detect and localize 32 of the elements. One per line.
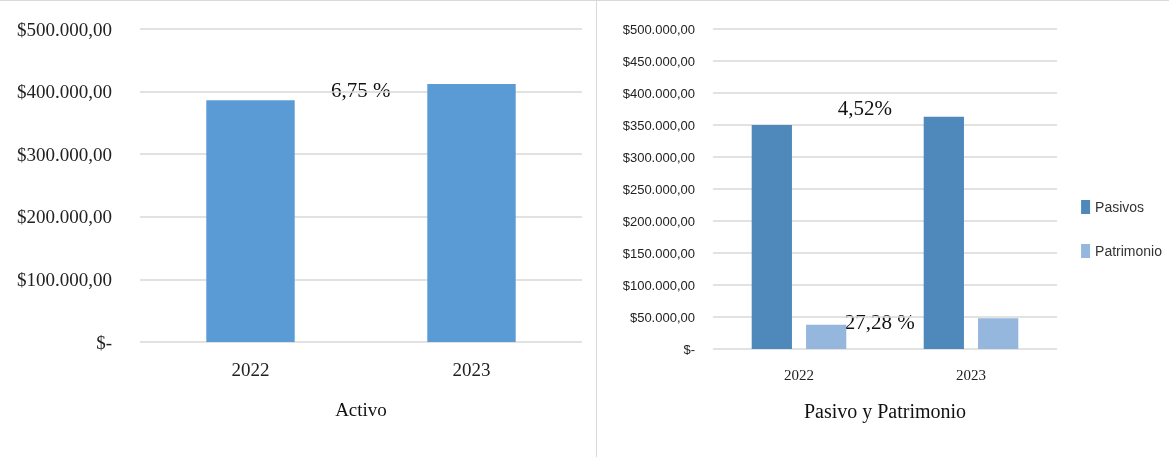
y-tick-label: $100.000,00 xyxy=(17,268,112,290)
y-tick-label: $- xyxy=(96,331,112,353)
legend-label: Patrimonio xyxy=(1095,243,1163,259)
x-tick-label: 2023 xyxy=(956,366,986,383)
bar xyxy=(923,116,964,349)
x-tick-label: 2023 xyxy=(452,359,491,380)
annotation: 4,52% xyxy=(837,95,893,120)
y-tick-label: $200.000,00 xyxy=(17,206,112,228)
y-tick-label: $500.000,00 xyxy=(622,21,695,37)
y-tick-label: $200.000,00 xyxy=(622,213,695,229)
y-tick-label: $400.000,00 xyxy=(622,85,695,101)
y-tick-label: $100.000,00 xyxy=(622,277,695,293)
x-axis-title: Activo xyxy=(335,399,387,420)
y-tick-label: $300.000,00 xyxy=(17,143,112,165)
annotation: 27,28 % xyxy=(844,309,915,334)
y-tick-label: $- xyxy=(683,341,695,357)
y-tick-label: $450.000,00 xyxy=(622,53,695,69)
bar xyxy=(751,125,792,349)
bar xyxy=(978,318,1019,349)
y-tick-label: $300.000,00 xyxy=(622,149,695,165)
y-tick-label: $250.000,00 xyxy=(622,181,695,197)
y-tick-label: $350.000,00 xyxy=(622,117,695,133)
y-tick-label: $500.000,00 xyxy=(17,18,112,40)
annotation: 6,75 % xyxy=(331,78,391,103)
x-tick-label: 2022 xyxy=(231,359,270,380)
x-axis-title: Pasivo y Patrimonio xyxy=(803,400,967,423)
y-tick-label: $50.000,00 xyxy=(629,309,695,325)
x-tick-label: 2022 xyxy=(784,366,814,383)
bar xyxy=(806,324,847,349)
y-tick-label: $150.000,00 xyxy=(622,245,695,261)
y-tick-label: $400.000,00 xyxy=(17,81,112,103)
legend-label: Pasivos xyxy=(1095,199,1145,215)
